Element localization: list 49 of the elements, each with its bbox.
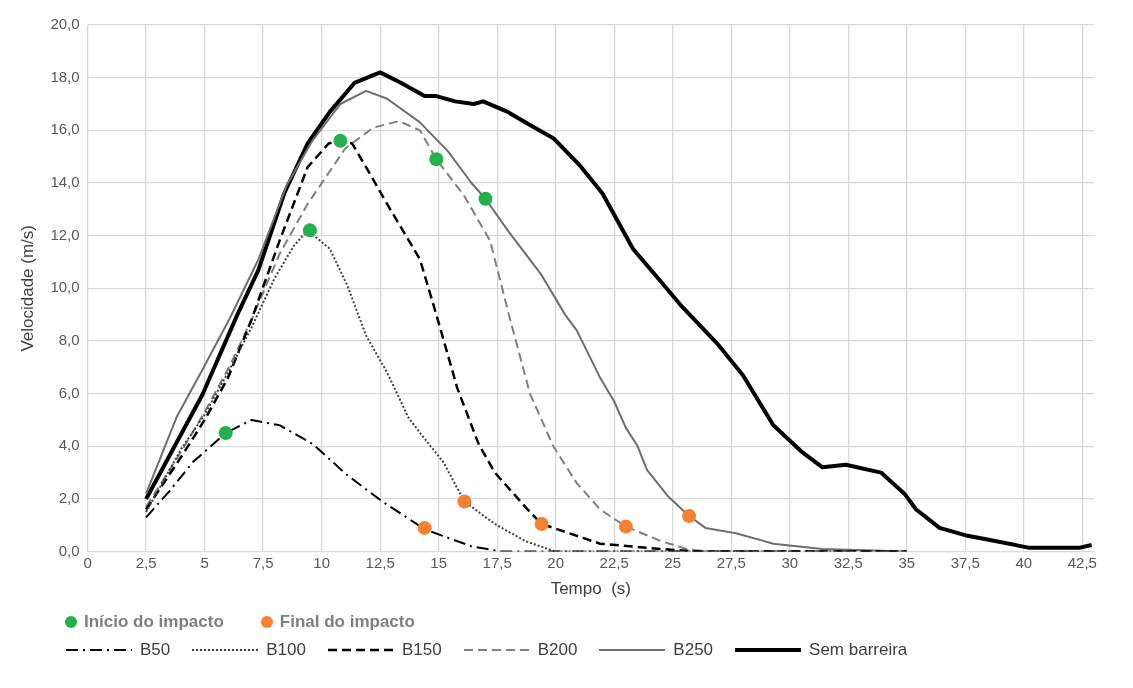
legend-label: B250 [673, 640, 714, 660]
legend-label: Início do impacto [84, 612, 224, 632]
x-tick-label: 15 [430, 553, 448, 571]
x-tick-label: 10 [313, 553, 330, 571]
y-axis-title: Velocidade (m/s) [17, 224, 37, 352]
x-tick-label: 37,5 [950, 553, 980, 571]
legend-label: B150 [401, 640, 442, 660]
point [417, 520, 432, 535]
y-tick-label: 16,0 [50, 120, 80, 138]
x-tick-label: 12,5 [365, 553, 395, 571]
x-tick-label: 40 [1015, 553, 1033, 571]
point [457, 494, 472, 509]
x-tick-label: 30 [781, 553, 799, 571]
point [302, 223, 317, 238]
x-tick-label: 22,5 [599, 553, 629, 571]
y-tick-label: 8,0 [58, 331, 80, 349]
y-tick-label: 12,0 [50, 225, 80, 243]
x-tick-label: 35 [898, 553, 916, 571]
legend-label: B200 [537, 640, 578, 660]
point [333, 133, 348, 148]
x-tick-label: 25 [664, 553, 682, 571]
y-tick-label: 20,0 [50, 15, 80, 33]
x-tick-label: 17,5 [482, 553, 512, 571]
x-tick-label: 7,5 [252, 553, 274, 571]
point [618, 519, 633, 534]
y-tick-label: 14,0 [50, 173, 80, 191]
y-tick-label: 18,0 [50, 67, 80, 85]
y-tick-label: 4,0 [58, 436, 80, 454]
point [534, 516, 549, 531]
y-tick-label: 10,0 [50, 278, 80, 296]
legend-label: Sem barreira [809, 640, 908, 660]
y-tick-label: 2,0 [58, 489, 80, 507]
x-tick-label: 27,5 [716, 553, 746, 571]
x-axis-title: Tempo (s) [550, 579, 631, 599]
x-tick-label: 32,5 [833, 553, 863, 571]
y-tick-label: 6,0 [58, 383, 80, 401]
x-tick-label: 42,5 [1067, 553, 1097, 571]
x-tick-label: 20 [547, 553, 565, 571]
x-tick-label: 2,5 [135, 553, 157, 571]
point [218, 426, 233, 441]
x-tick-label: 0 [83, 553, 92, 571]
point [478, 191, 493, 206]
x-tick-label: 5 [200, 553, 209, 571]
y-tick-label: 0,0 [58, 541, 80, 559]
legend-label: B50 [140, 640, 171, 660]
legend-label: B100 [266, 640, 306, 660]
point [429, 152, 444, 167]
legend-label: Final do impacto [279, 612, 415, 632]
point [682, 509, 697, 524]
